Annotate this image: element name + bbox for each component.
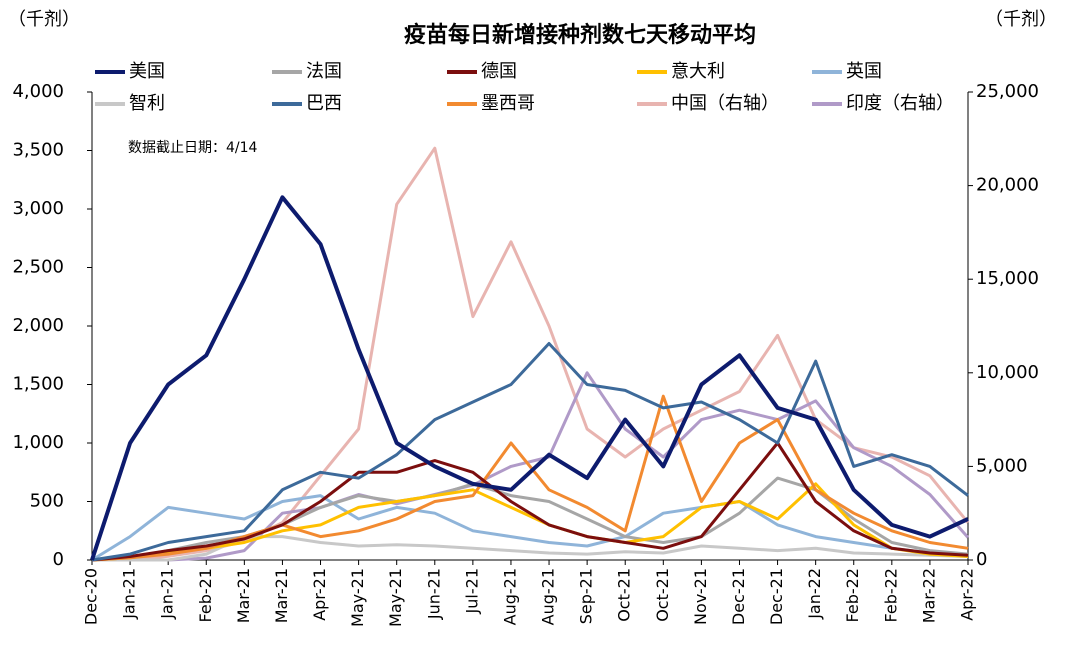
- x-tick-label: Feb-22: [843, 568, 862, 622]
- x-tick-label: Jan-22: [805, 568, 824, 620]
- y-tick-label: 2,000: [12, 315, 64, 336]
- x-tick-label: Mar-21: [272, 568, 291, 623]
- x-tick-label: May-21: [348, 568, 367, 627]
- x-tick-label: Jan-21: [120, 568, 139, 620]
- x-tick-label: Mar-21: [234, 568, 253, 623]
- y-tick-label: 4,000: [12, 81, 64, 102]
- x-tick-label: Apr-21: [310, 568, 329, 621]
- y-tick-label: 2,500: [12, 257, 64, 278]
- legend-label: 巴西: [306, 93, 342, 114]
- y-tick-label: 3,500: [12, 140, 64, 161]
- series-line: [91, 482, 969, 562]
- legend-label: 意大利: [671, 61, 725, 82]
- x-tick-label: Sep-21: [577, 568, 596, 624]
- y2-tick-label: 15,000: [976, 268, 1039, 289]
- y-tick-label: 3,000: [12, 198, 64, 219]
- y2-tick-label: 5,000: [976, 455, 1028, 476]
- y-tick-label: 0: [53, 549, 64, 570]
- legend-label: 德国: [481, 61, 517, 82]
- x-tick-label: Dec-21: [767, 568, 786, 625]
- x-tick-label: Jul-21: [462, 568, 481, 614]
- x-tick-label: Jan-21: [158, 568, 177, 620]
- y-tick-label: 1,500: [12, 374, 64, 395]
- legend-label: 美国: [129, 61, 165, 82]
- legend-label: 印度（右轴）: [846, 93, 954, 114]
- legend-label: 智利: [129, 93, 165, 114]
- x-tick-label: Apr-22: [958, 568, 977, 621]
- legend-label: 法国: [306, 61, 342, 82]
- series-line: [90, 195, 969, 561]
- x-tick-label: Aug-21: [500, 568, 519, 625]
- y2-tick-label: 25,000: [976, 81, 1039, 102]
- x-tick-label: Dec-21: [729, 568, 748, 625]
- y2-tick-label: 0: [976, 549, 987, 570]
- y2-tick-label: 10,000: [976, 362, 1039, 383]
- x-tick-label: Mar-22: [919, 568, 938, 623]
- legend-label: 英国: [846, 61, 882, 82]
- legend-label: 墨西哥: [481, 93, 535, 114]
- legend-label: 中国（右轴）: [671, 93, 779, 114]
- x-tick-label: Jun-21: [424, 568, 443, 620]
- x-tick-label: Aug-21: [539, 568, 558, 625]
- x-tick-label: Dec-20: [82, 568, 101, 625]
- x-tick-label: Nov-21: [691, 568, 710, 625]
- x-tick-label: Feb-21: [196, 568, 215, 622]
- series-line: [92, 371, 970, 562]
- series-line: [91, 441, 969, 562]
- series-line: [91, 494, 969, 562]
- series-line: [91, 342, 969, 562]
- y-tick-label: 1,000: [12, 432, 64, 453]
- chart-title: 疫苗每日新增接种剂数七天移动平均: [404, 22, 756, 48]
- y2-tick-label: 20,000: [976, 175, 1039, 196]
- y-axis-label: （千剂）: [8, 9, 80, 30]
- series-line: [91, 394, 969, 562]
- y2-axis-label: （千剂）: [985, 9, 1057, 30]
- x-tick-label: May-21: [386, 568, 405, 627]
- annotation: 数据截止日期：4/14: [128, 140, 258, 156]
- y-tick-label: 500: [30, 491, 64, 512]
- x-tick-label: Oct-21: [653, 568, 672, 622]
- x-tick-label: Oct-21: [615, 568, 634, 622]
- x-tick-label: Feb-22: [881, 568, 900, 622]
